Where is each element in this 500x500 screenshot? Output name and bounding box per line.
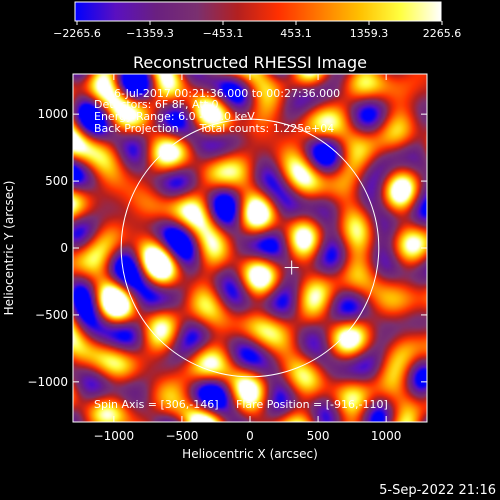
axis-ticks: −1000 −500 0 500 1000 −1000 −500 0 500 1000 xyxy=(27,74,427,443)
x-tick-label: 500 xyxy=(307,429,330,443)
plot-date: 5-Sep-2022 21:16 xyxy=(379,483,496,498)
solar-disk-outline xyxy=(120,118,380,378)
info-line-energy: Energy Range: 6.0 - 12.0 keV xyxy=(94,110,255,123)
info-line-method: Back Projection Total counts: 1.225e+04 xyxy=(94,122,334,135)
colorbar-tick-label: 1359.3 xyxy=(350,27,389,40)
x-tick-label: 0 xyxy=(246,429,254,443)
y-axis-label: Heliocentric Y (arcsec) xyxy=(2,181,16,316)
colorbar-tick-label: 2265.6 xyxy=(423,27,462,40)
y-tick-label: −500 xyxy=(35,308,68,322)
y-tick-label: 500 xyxy=(45,174,68,188)
colorbar-tick-label: 453.1 xyxy=(280,27,312,40)
info-line-detectors: Detectors: 6F 8F, Att 0 xyxy=(94,98,218,111)
y-tick-label: 1000 xyxy=(37,107,68,121)
heatmap-image xyxy=(73,74,427,422)
chart-title: Reconstructed RHESSI Image xyxy=(133,53,367,72)
x-axis-label: Heliocentric X (arcsec) xyxy=(182,447,318,461)
bottom-note: Spin Axis = [306,-146] Flare Position = … xyxy=(94,398,388,411)
colorbar-tick-label: −1359.3 xyxy=(126,27,174,40)
info-line-time: 6-Jul-2017 00:21:36.000 to 00:27:36.000 xyxy=(114,87,340,100)
colorbar-tick-label: −453.1 xyxy=(203,27,244,40)
y-tick-label: −1000 xyxy=(27,375,68,389)
colorbar-ticks: −2265.6 −1359.3 −453.1 453.1 1359.3 2265.6 xyxy=(53,21,461,40)
x-tick-label: −500 xyxy=(165,429,198,443)
y-tick-label: 0 xyxy=(60,241,68,255)
x-tick-label: −1000 xyxy=(94,429,135,443)
colorbar-tick-label: −2265.6 xyxy=(53,27,101,40)
colorbar xyxy=(74,1,442,22)
x-tick-label: 1000 xyxy=(371,429,402,443)
